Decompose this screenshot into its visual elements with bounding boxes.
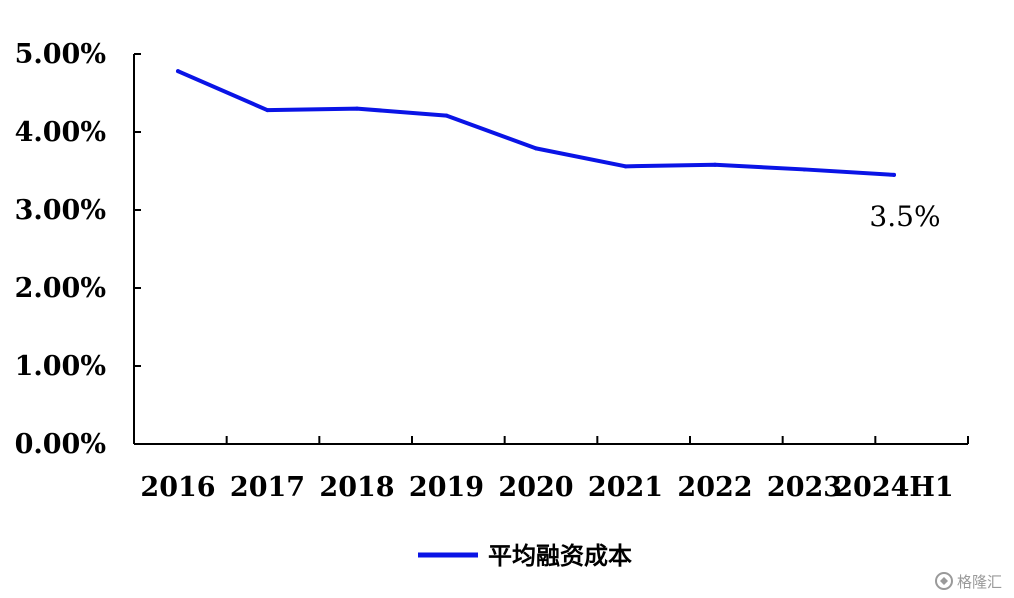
x-tick-label: 2019 bbox=[409, 472, 484, 503]
x-tick-label: 2023 bbox=[767, 472, 842, 503]
data-point bbox=[265, 108, 270, 113]
x-tick-label: 2021 bbox=[588, 472, 663, 503]
data-point bbox=[534, 146, 538, 151]
data-point bbox=[623, 164, 628, 169]
watermark-text: 格隆汇 bbox=[957, 573, 1002, 591]
data-point bbox=[713, 162, 717, 167]
data-point bbox=[444, 113, 449, 118]
legend: 平均融资成本 bbox=[418, 542, 632, 570]
series-layer bbox=[176, 69, 896, 177]
watermark: 格隆汇 bbox=[935, 572, 1002, 591]
data-point bbox=[892, 172, 896, 177]
data-point bbox=[176, 69, 180, 74]
x-tick-label: 2020 bbox=[498, 472, 573, 503]
x-tick-label: 2022 bbox=[677, 472, 752, 503]
y-axis: 0.00% 1.00% 2.00% 3.00% 4.00% 5.00% bbox=[15, 39, 141, 460]
y-tick-label: 2.00% bbox=[15, 273, 106, 304]
y-tick-label: 5.00% bbox=[15, 39, 106, 70]
x-tick-label: 2018 bbox=[319, 472, 394, 503]
x-tick-label: 2017 bbox=[230, 472, 305, 503]
x-tick-label: 2016 bbox=[140, 472, 215, 503]
x-tick-label: 2024H1 bbox=[834, 472, 953, 503]
data-point bbox=[355, 106, 359, 111]
legend-label: 平均融资成本 bbox=[488, 542, 632, 570]
y-tick-label: 3.00% bbox=[15, 195, 106, 226]
watermark-logo-icon bbox=[935, 572, 953, 590]
y-tick-label: 4.00% bbox=[15, 117, 106, 148]
data-point bbox=[802, 167, 807, 172]
y-tick-label: 1.00% bbox=[15, 351, 106, 382]
value-annotation: 3.5% bbox=[869, 200, 940, 233]
series-line bbox=[176, 69, 896, 177]
y-tick-label: 0.00% bbox=[15, 429, 106, 460]
